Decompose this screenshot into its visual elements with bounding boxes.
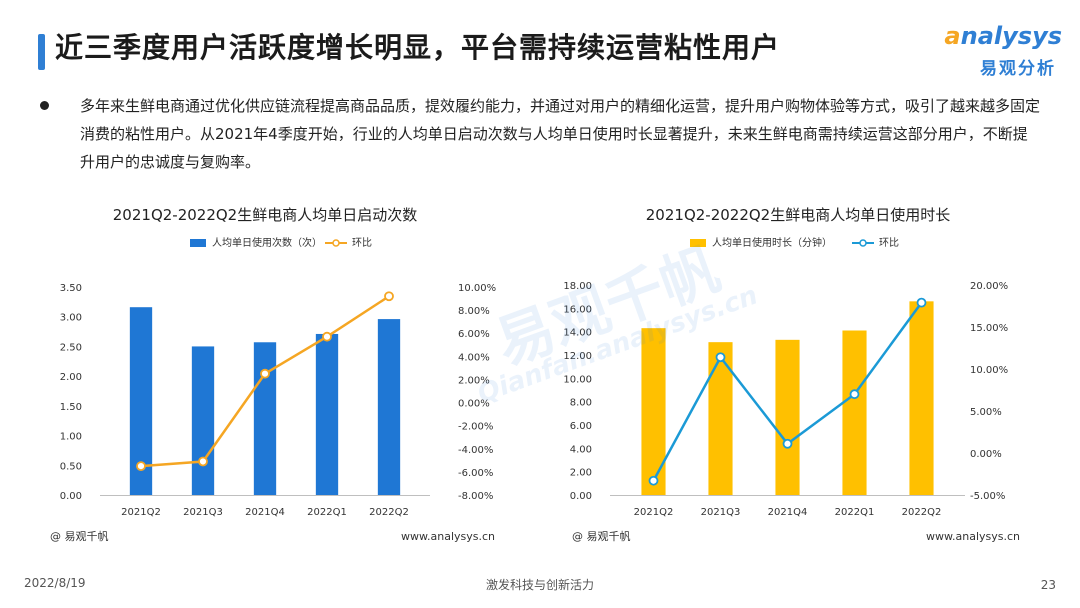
y-right-tick-label: 5.00% <box>970 407 1002 418</box>
bar <box>377 319 401 495</box>
y-left-tick-label: 6.00 <box>570 421 592 432</box>
y-left-tick-label: 0.00 <box>570 491 592 502</box>
y-right-tick-label: 2.00% <box>458 375 490 386</box>
summary-paragraph: 多年来生鲜电商通过优化供应链流程提高商品品质，提效履约能力，并通过对用户的精细化… <box>80 97 1041 171</box>
y-left-tick-label: 0.00 <box>60 491 82 502</box>
y-left-tick-label: 16.00 <box>563 304 592 315</box>
x-tick-label: 2021Q4 <box>245 507 285 518</box>
chart-title: 2021Q2-2022Q2生鲜电商人均单日启动次数 <box>113 206 417 224</box>
analysys-logo: analysys 易观分析 <box>930 22 1062 79</box>
growth-point <box>849 389 860 400</box>
chart-usage-duration: 2021Q2-2022Q2生鲜电商人均单日使用时长人均单日使用时长（分钟） 环比 0… <box>560 190 1040 560</box>
y-right-tick-label: -5.00% <box>970 491 1005 502</box>
growth-point <box>916 297 927 308</box>
growth-point <box>260 368 270 379</box>
footer-slogan: 激发科技与创新活力 <box>485 578 594 592</box>
x-tick-label: 2022Q2 <box>902 507 942 518</box>
y-left-tick-label: 8.00 <box>570 398 592 409</box>
y-right-tick-label: -6.00% <box>458 468 493 479</box>
y-left-tick-label: 18.00 <box>563 281 592 292</box>
legend-marker-line <box>859 239 867 247</box>
y-right-tick-label: 8.00% <box>458 306 490 317</box>
legend-label-line: 环比 <box>352 237 372 249</box>
page-number: 23 <box>1040 578 1056 592</box>
y-right-tick-label: 0.00% <box>458 399 490 410</box>
y-right-tick-label: 20.00% <box>970 281 1008 292</box>
y-left-tick-label: 14.00 <box>563 328 592 339</box>
y-right-tick-label: 10.00% <box>970 365 1008 376</box>
x-tick-label: 2022Q2 <box>369 507 409 518</box>
y-right-tick-label: 0.00% <box>970 449 1002 460</box>
growth-point <box>198 456 208 467</box>
source-right: www.analysys.cn <box>401 530 495 543</box>
y-left-tick-label: 1.00 <box>60 432 82 443</box>
page-title: 近三季度用户活跃度增长明显，平台需持续运营粘性用户 <box>55 31 781 64</box>
chart-title: 2021Q2-2022Q2生鲜电商人均单日使用时长 <box>646 206 950 224</box>
bar <box>641 328 666 495</box>
y-left-tick-label: 12.00 <box>563 351 592 362</box>
y-left-tick-label: 3.00 <box>60 313 82 324</box>
bullet-dot-icon <box>40 101 49 110</box>
growth-point <box>782 438 793 449</box>
y-left-tick-label: 2.00 <box>60 372 82 383</box>
legend-label-bar: 人均单日使用次数（次） <box>212 236 322 249</box>
growth-point <box>715 352 726 363</box>
y-right-tick-label: 15.00% <box>970 323 1008 334</box>
x-tick-label: 2021Q2 <box>634 507 674 518</box>
bar <box>909 301 934 495</box>
source-left: @ 易观千帆 <box>572 529 631 543</box>
y-right-tick-label: -2.00% <box>458 422 493 433</box>
x-tick-label: 2021Q3 <box>701 507 741 518</box>
bar <box>842 330 867 495</box>
growth-point <box>648 475 659 486</box>
y-left-tick-label: 4.00 <box>570 444 592 455</box>
y-right-tick-label: 10.00% <box>458 283 496 294</box>
footer-date: 2022/8/19 <box>24 576 86 590</box>
y-right-tick-label: 6.00% <box>458 329 490 340</box>
source-right: www.analysys.cn <box>926 530 1020 543</box>
y-left-tick-label: 1.50 <box>60 402 82 413</box>
growth-point <box>322 331 332 342</box>
y-left-tick-label: 10.00 <box>563 374 592 385</box>
bar <box>253 342 277 495</box>
title-accent-bar <box>38 34 45 70</box>
growth-point <box>384 291 394 302</box>
bar <box>708 342 733 495</box>
y-left-tick-label: 0.50 <box>60 461 82 472</box>
legend-swatch-bar <box>190 239 206 247</box>
x-tick-label: 2021Q2 <box>121 507 161 518</box>
legend-swatch-bar <box>690 239 706 247</box>
y-right-tick-label: -8.00% <box>458 491 493 502</box>
bar <box>315 333 339 495</box>
source-left: @ 易观千帆 <box>50 529 109 543</box>
growth-point <box>136 461 146 472</box>
legend-label-line: 环比 <box>879 237 899 249</box>
bar <box>191 346 215 495</box>
x-tick-label: 2021Q4 <box>768 507 808 518</box>
x-tick-label: 2022Q1 <box>307 507 347 518</box>
legend-label-bar: 人均单日使用时长（分钟） <box>712 236 832 249</box>
y-right-tick-label: 4.00% <box>458 352 490 363</box>
x-tick-label: 2021Q3 <box>183 507 223 518</box>
y-left-tick-label: 2.00 <box>570 468 592 479</box>
legend-marker-line <box>332 239 340 247</box>
logo-english: analysys <box>944 22 1062 50</box>
chart-launch-count: 2021Q2-2022Q2生鲜电商人均单日启动次数人均单日使用次数（次） 环比 0.… <box>40 190 510 560</box>
logo-chinese: 易观分析 <box>980 59 1056 79</box>
x-tick-label: 2022Q1 <box>835 507 875 518</box>
bar <box>775 339 800 495</box>
y-right-tick-label: -4.00% <box>458 445 493 456</box>
y-left-tick-label: 3.50 <box>60 283 82 294</box>
y-left-tick-label: 2.50 <box>60 342 82 353</box>
bar <box>129 307 153 495</box>
